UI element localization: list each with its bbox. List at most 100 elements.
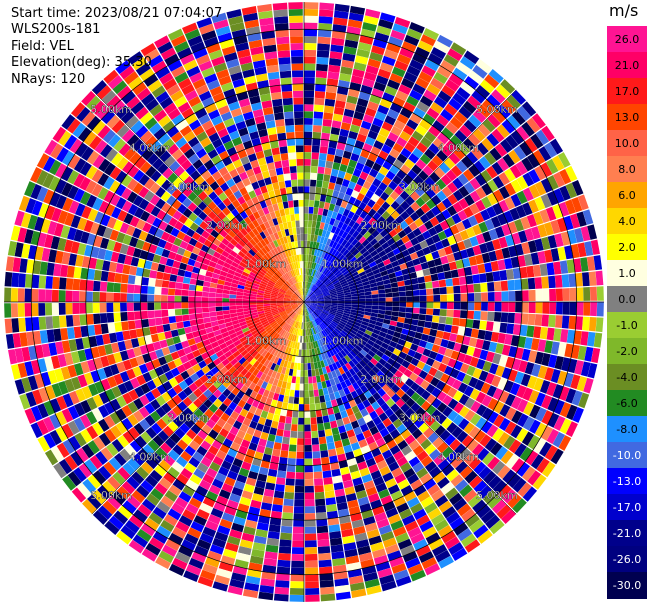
velocity-gate: [289, 444, 297, 451]
velocity-gate: [134, 311, 141, 320]
velocity-gate: [277, 567, 290, 575]
velocity-gate: [328, 449, 336, 457]
velocity-gate: [467, 284, 474, 293]
velocity-gate: [25, 289, 32, 302]
velocity-gate: [277, 470, 286, 478]
velocity-gate: [305, 554, 317, 561]
velocity-gate: [310, 180, 316, 187]
velocity-gate: [304, 220, 308, 227]
velocity-gate: [67, 266, 75, 278]
velocity-gate: [451, 325, 459, 333]
velocity-gate: [272, 449, 280, 457]
velocity-gate: [127, 293, 134, 302]
velocity-gate: [304, 214, 308, 221]
velocity-gate: [397, 281, 404, 287]
velocity-gate: [318, 546, 330, 554]
velocity-gate: [477, 264, 485, 274]
velocity-gate: [305, 486, 314, 493]
velocity-gate: [168, 295, 175, 302]
velocity-gate: [506, 269, 514, 280]
velocity-gate: [329, 58, 341, 66]
velocity-gate: [304, 139, 312, 146]
velocity-gate: [548, 276, 556, 288]
velocity-gate: [521, 278, 529, 289]
velocity-gate: [312, 221, 317, 228]
velocity-gate: [216, 307, 223, 312]
velocity-gate: [31, 289, 38, 302]
velocity-gate: [121, 321, 129, 331]
velocity-gate: [66, 291, 73, 302]
velocity-gate: [304, 200, 309, 207]
velocity-gate: [72, 303, 79, 314]
velocity-gate: [345, 300, 352, 302]
velocity-gate: [73, 279, 81, 290]
velocity-gate: [596, 317, 604, 332]
velocity-gate: [141, 303, 148, 311]
velocity-gate: [305, 540, 317, 547]
velocity-gate: [444, 324, 452, 332]
velocity-gate: [309, 383, 314, 390]
velocity-gate: [307, 234, 311, 241]
velocity-gate: [459, 318, 467, 327]
velocity-gate: [196, 318, 204, 324]
velocity-gate: [265, 551, 278, 559]
velocity-gate: [129, 329, 137, 338]
velocity-gate: [474, 283, 481, 292]
velocity-gate: [399, 302, 406, 307]
velocity-gate: [589, 271, 597, 285]
velocity-gate: [294, 397, 299, 404]
velocity-gate: [308, 227, 312, 234]
velocity-gate: [338, 300, 345, 302]
velocity-gate: [294, 513, 304, 520]
velocity-gate: [333, 434, 341, 442]
velocity-gate: [288, 451, 296, 458]
velocity-gate: [161, 303, 168, 310]
velocity-gate: [313, 458, 321, 465]
velocity-gate: [431, 322, 439, 329]
velocity-gate: [352, 302, 359, 305]
velocity-gate: [283, 506, 293, 513]
velocity-gate: [292, 540, 304, 547]
velocity-gate: [315, 91, 325, 98]
velocity-gate: [562, 274, 570, 287]
velocity-gate: [386, 302, 393, 306]
velocity-gate: [440, 302, 447, 309]
velocity-gate: [163, 273, 171, 281]
velocity-gate: [392, 307, 399, 312]
velocity-gate: [467, 302, 474, 310]
velocity-gate: [304, 77, 315, 84]
velocity-gate: [311, 369, 315, 376]
velocity-gate: [202, 302, 209, 307]
velocity-gate: [372, 306, 379, 310]
velocity-gate: [280, 450, 288, 458]
velocity-gate: [282, 437, 290, 444]
velocity-gate: [310, 404, 316, 411]
velocity-gate: [555, 275, 563, 288]
velocity-gate: [319, 3, 334, 11]
velocity-gate: [365, 308, 372, 312]
velocity-gate: [284, 492, 294, 499]
velocity-gate: [330, 51, 343, 59]
velocity-gate: [305, 431, 312, 438]
velocity-gate: [176, 322, 184, 329]
velocity-gate: [501, 281, 508, 291]
velocity-gate: [297, 431, 304, 438]
velocity-gate: [319, 153, 327, 161]
velocity-gate: [311, 417, 317, 424]
velocity-gate: [326, 154, 334, 162]
velocity-gate: [127, 284, 134, 293]
velocity-gate: [391, 316, 398, 322]
velocity-gate: [304, 132, 312, 139]
velocity-gate: [31, 303, 38, 316]
velocity-gate: [287, 403, 293, 410]
velocity-gate: [279, 457, 288, 465]
velocity-gate: [304, 418, 310, 425]
velocity-gate: [292, 411, 298, 418]
velocity-gate: [328, 65, 340, 73]
velocity-gate: [72, 291, 79, 302]
velocity-gate: [467, 293, 474, 301]
velocity-gate: [536, 290, 543, 302]
velocity-gate: [236, 295, 243, 299]
velocity-gate: [196, 280, 203, 286]
velocity-gate: [66, 315, 74, 327]
